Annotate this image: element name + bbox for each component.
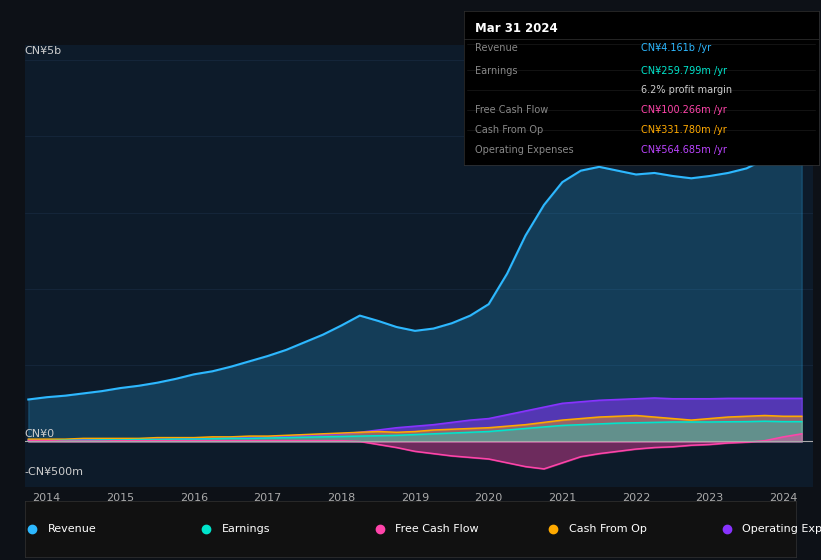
Text: Earnings: Earnings: [222, 524, 270, 534]
Text: 6.2% profit margin: 6.2% profit margin: [641, 85, 732, 95]
Text: CN¥4.161b /yr: CN¥4.161b /yr: [641, 43, 711, 53]
Text: Free Cash Flow: Free Cash Flow: [395, 524, 479, 534]
Text: Revenue: Revenue: [475, 43, 517, 53]
Text: CN¥0: CN¥0: [25, 429, 55, 439]
Text: Operating Expenses: Operating Expenses: [742, 524, 821, 534]
Text: CN¥564.685m /yr: CN¥564.685m /yr: [641, 145, 727, 155]
Text: Mar 31 2024: Mar 31 2024: [475, 22, 557, 35]
Text: Revenue: Revenue: [48, 524, 97, 534]
Text: -CN¥500m: -CN¥500m: [25, 467, 84, 477]
Text: Earnings: Earnings: [475, 66, 517, 76]
Text: CN¥331.780m /yr: CN¥331.780m /yr: [641, 125, 727, 135]
Text: CN¥100.266m /yr: CN¥100.266m /yr: [641, 105, 727, 115]
Text: Cash From Op: Cash From Op: [475, 125, 543, 135]
Text: Free Cash Flow: Free Cash Flow: [475, 105, 548, 115]
Text: CN¥5b: CN¥5b: [25, 46, 62, 56]
Text: CN¥259.799m /yr: CN¥259.799m /yr: [641, 66, 727, 76]
Text: Operating Expenses: Operating Expenses: [475, 145, 573, 155]
Text: Cash From Op: Cash From Op: [569, 524, 647, 534]
